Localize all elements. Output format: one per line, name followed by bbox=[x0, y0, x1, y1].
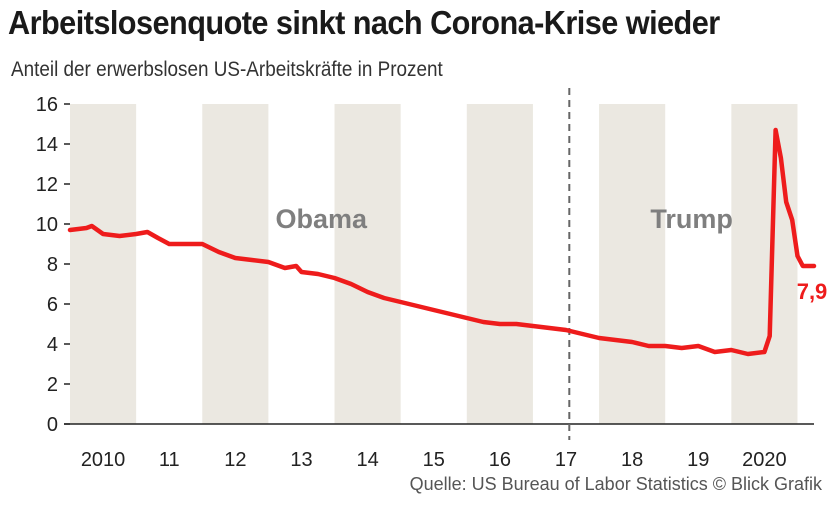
y-tick-label: 14 bbox=[36, 134, 58, 156]
year-band bbox=[70, 104, 137, 424]
year-band bbox=[334, 104, 401, 424]
year-band bbox=[731, 104, 798, 424]
x-tick-label: 13 bbox=[290, 449, 312, 471]
period-label-trump: Trump bbox=[650, 204, 733, 234]
x-tick-label: 18 bbox=[621, 449, 643, 471]
source-note: Quelle: US Bureau of Labor Statistics © … bbox=[409, 474, 822, 494]
y-tick-label: 8 bbox=[47, 254, 58, 276]
chart-subtitle: Anteil der erwerbslosen US-Arbeitskräfte… bbox=[11, 58, 443, 81]
y-tick-label: 6 bbox=[47, 294, 58, 316]
end-value-label: 7,9 bbox=[797, 279, 828, 304]
year-band bbox=[599, 104, 666, 424]
period-label-obama: Obama bbox=[276, 204, 369, 234]
y-tick-label: 12 bbox=[36, 174, 58, 196]
y-tick-label: 10 bbox=[36, 214, 58, 236]
x-tick-label: 15 bbox=[423, 449, 445, 471]
x-tick-label: 12 bbox=[224, 449, 246, 471]
year-band bbox=[466, 104, 533, 424]
unemployment-rate-line bbox=[67, 127, 817, 357]
x-tick-label: 2020 bbox=[742, 449, 787, 471]
year-band bbox=[202, 104, 269, 424]
y-tick-label: 16 bbox=[36, 94, 58, 116]
x-tick-label: 2010 bbox=[81, 449, 126, 471]
x-tick-label: 16 bbox=[489, 449, 511, 471]
x-tick-label: 19 bbox=[687, 449, 709, 471]
y-tick-label: 4 bbox=[47, 334, 58, 356]
y-tick-label: 2 bbox=[47, 374, 58, 396]
chart-title: Arbeitslosenquote sinkt nach Corona-Kris… bbox=[8, 4, 720, 41]
x-tick-label: 17 bbox=[555, 449, 577, 471]
y-tick-label: 0 bbox=[47, 414, 58, 436]
x-tick-label: 11 bbox=[159, 449, 180, 471]
x-tick-label: 14 bbox=[356, 449, 378, 471]
